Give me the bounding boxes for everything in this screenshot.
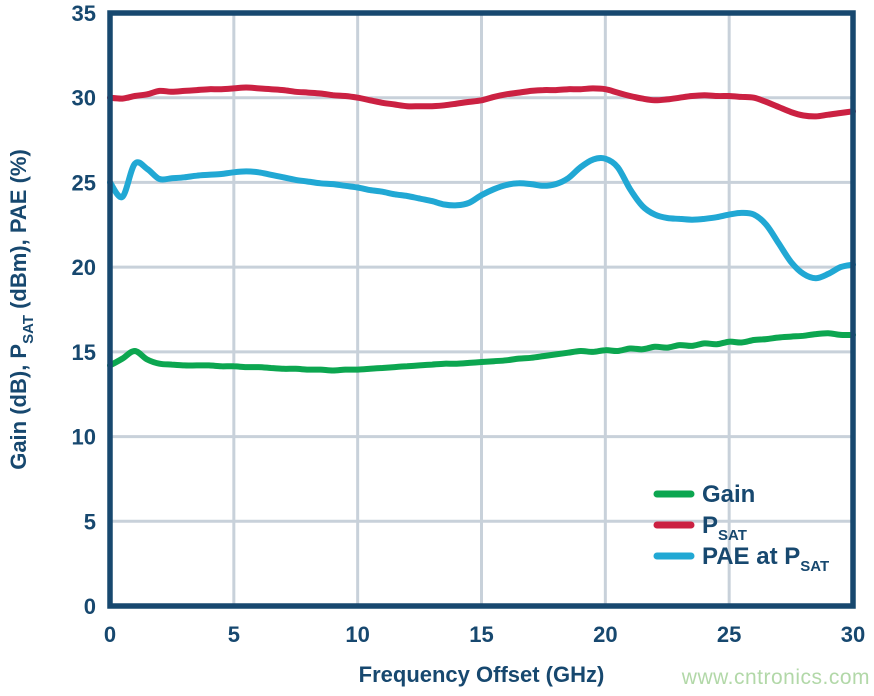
y-axis-title: Gain (dB), PSAT (dBm), PAE (%) — [6, 149, 37, 470]
legend-label-gain: Gain — [702, 481, 755, 508]
watermark: www.cntronics.com — [681, 666, 870, 689]
y-tick-label-0: 0 — [84, 594, 96, 619]
x-tick-label-15: 15 — [469, 622, 493, 647]
series-gain-line — [107, 330, 856, 374]
y-tick-label-35: 35 — [72, 1, 96, 26]
legend-label-psat: PSAT — [702, 512, 747, 544]
x-axis-title: Frequency Offset (GHz) — [359, 662, 605, 687]
y-tick-label-20: 20 — [72, 255, 96, 280]
y-tick-label-25: 25 — [72, 170, 96, 195]
x-tick-label-5: 5 — [228, 622, 240, 647]
y-tick-label-10: 10 — [72, 425, 96, 450]
plot-frame — [107, 10, 856, 609]
y-tick-label-15: 15 — [72, 340, 96, 365]
x-tick-label-20: 20 — [593, 622, 617, 647]
x-tick-label-25: 25 — [717, 622, 741, 647]
series-pae-at-psat-line — [107, 155, 856, 282]
x-tick-label-10: 10 — [345, 622, 369, 647]
y-tick-label-5: 5 — [84, 509, 96, 534]
x-tick-label-0: 0 — [104, 622, 116, 647]
x-tick-label-30: 30 — [841, 622, 865, 647]
y-tick-label-30: 30 — [72, 86, 96, 111]
series-psat-line — [107, 84, 856, 120]
legend-label-pae-at-psat: PAE at PSAT — [702, 543, 829, 575]
